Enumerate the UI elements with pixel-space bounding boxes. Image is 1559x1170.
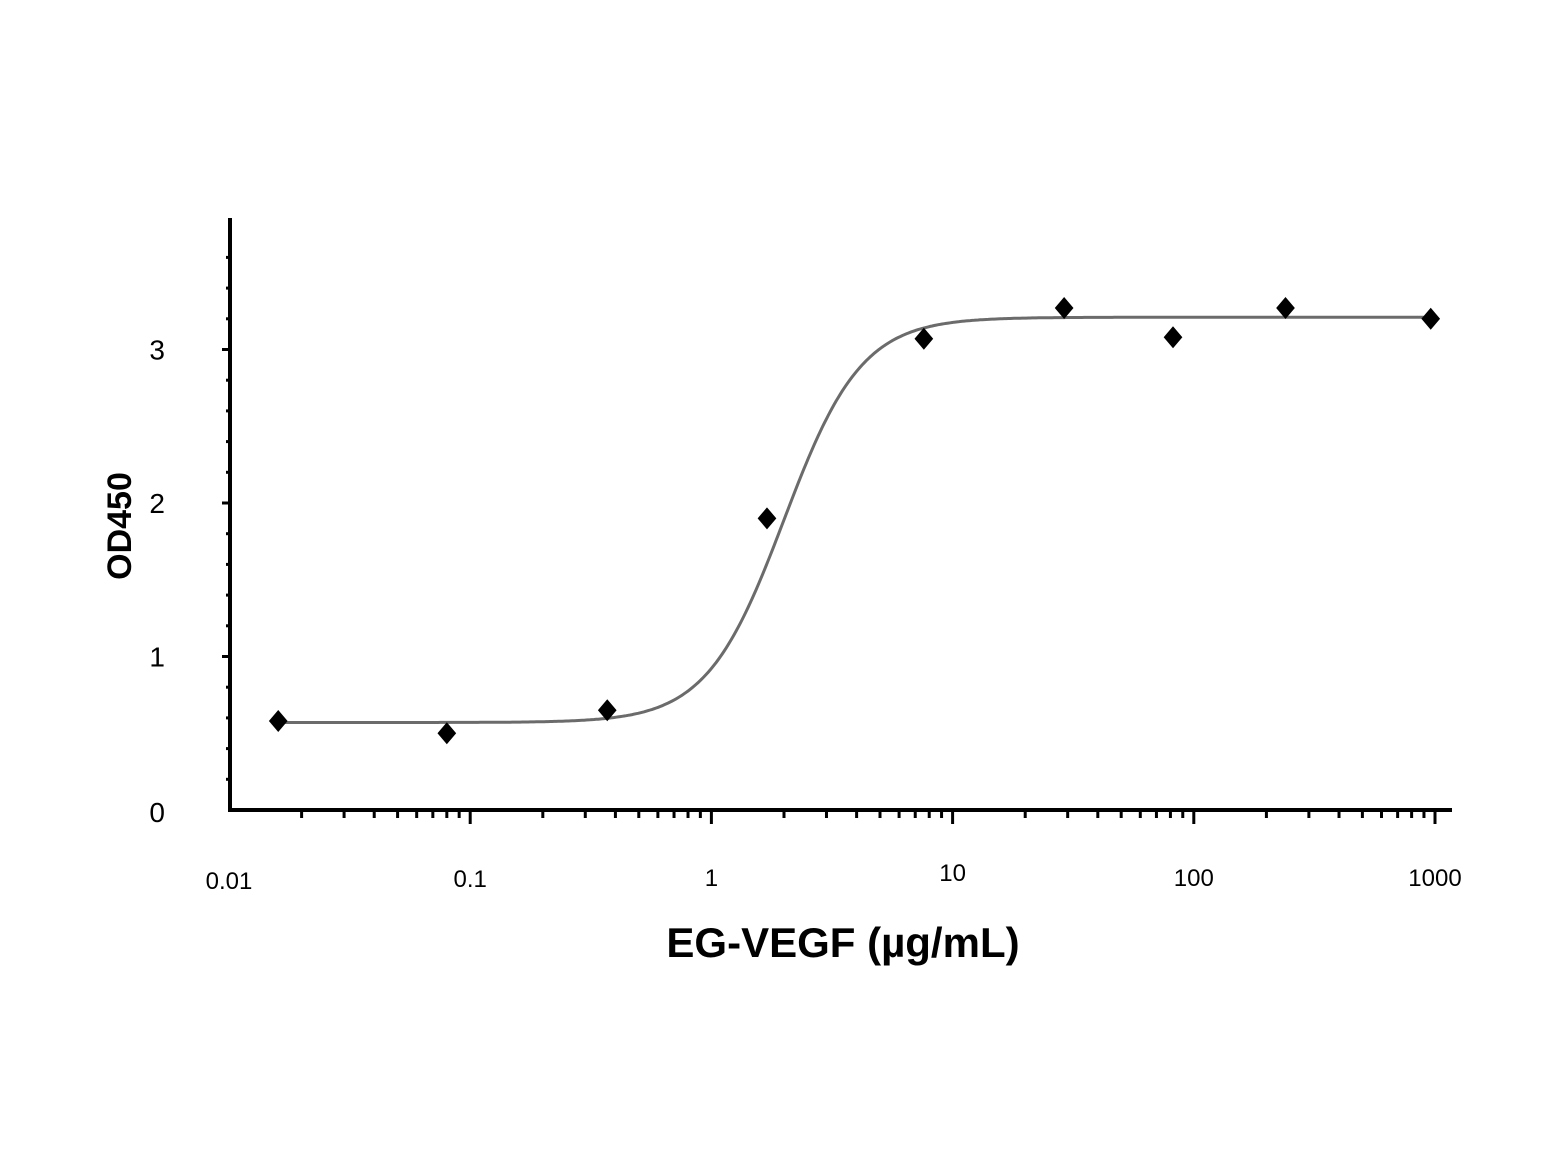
y-tick-label: 1	[149, 642, 165, 673]
data-point	[1276, 297, 1295, 320]
x-tick-label: 0.01	[206, 868, 253, 895]
x-tick-label: 10	[939, 860, 966, 887]
y-axis-title: OD450	[101, 472, 139, 580]
x-tick-label: 1000	[1408, 865, 1461, 892]
y-tick-label: 3	[149, 335, 165, 366]
data-point	[268, 709, 288, 732]
x-tick-label: 1	[705, 865, 718, 892]
data-point	[597, 699, 617, 722]
fit-curve-group	[278, 315, 1431, 724]
axis-labels: 0 1 2 3 0.01 0.1 1 10 100 1000 EG-VEGF (µg/mL) OD45…	[101, 335, 1462, 967]
y-tick-label: 2	[149, 488, 165, 519]
data-point	[1163, 326, 1183, 349]
x-tick-label: 100	[1174, 865, 1214, 892]
y-tick-label: 0	[149, 797, 165, 828]
fit-curve	[278, 315, 1431, 724]
data-point	[437, 722, 457, 745]
x-axis-title: EG-VEGF (µg/mL)	[666, 919, 1019, 966]
axes	[222, 218, 1452, 824]
data-point	[1421, 307, 1441, 330]
data-point	[1054, 297, 1074, 320]
data-point	[914, 327, 934, 350]
data-points	[268, 297, 1441, 745]
data-point	[757, 507, 777, 530]
x-tick-label: 0.1	[454, 866, 487, 893]
